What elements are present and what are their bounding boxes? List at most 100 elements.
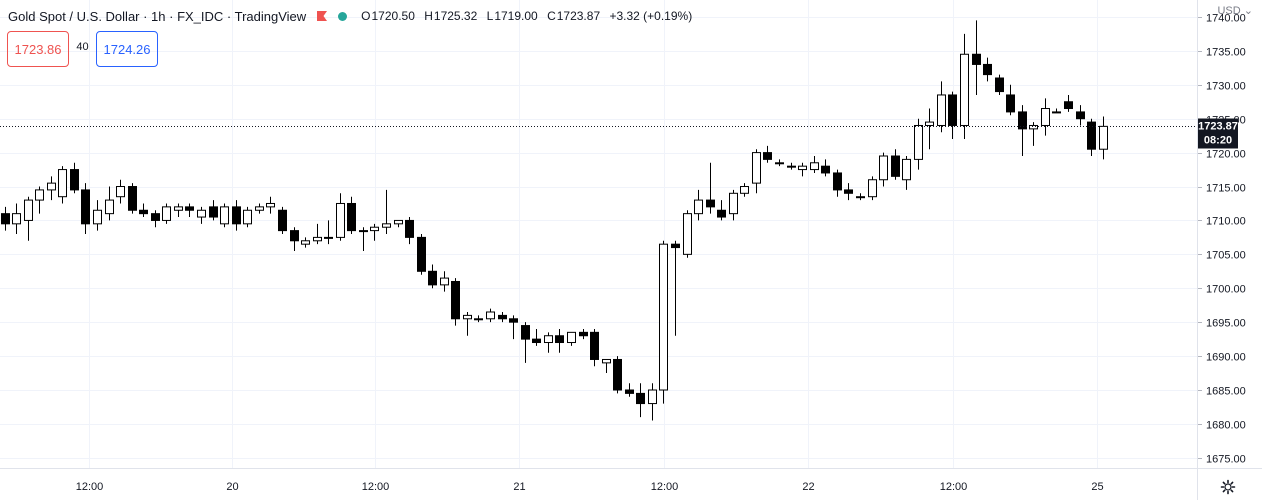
time-tick-label: 12:00	[651, 481, 679, 493]
spread-value: 40	[76, 41, 89, 53]
candle	[544, 332, 553, 353]
candle-body	[347, 202, 356, 232]
candle	[625, 383, 634, 397]
price-tick-label: 1735.00	[1206, 47, 1246, 59]
candle	[394, 219, 403, 228]
candle	[370, 223, 379, 241]
candle-body	[498, 314, 507, 320]
price-axis[interactable]: 1675.00 1680.00 1685.00 1690.00 1695.00 1700.…	[1198, 13, 1246, 466]
candle	[590, 328, 599, 367]
candle-body	[659, 243, 668, 391]
open-value: 1720.50	[371, 9, 415, 23]
candle	[579, 328, 588, 340]
candle-body	[1076, 111, 1085, 120]
candle-body	[729, 192, 738, 215]
currency-label: USD	[1217, 5, 1241, 17]
candle	[763, 145, 772, 163]
candle	[162, 203, 171, 224]
candle-body	[382, 223, 391, 228]
candle	[405, 217, 414, 245]
time-tick-label: 12:00	[940, 481, 968, 493]
low-value: 1719.00	[494, 9, 538, 23]
candle-body	[197, 209, 206, 218]
candle	[81, 183, 90, 234]
candle-body	[925, 121, 934, 126]
candle-body	[266, 202, 275, 208]
price-tick-label: 1710.00	[1206, 216, 1246, 228]
time-tick-label: 20	[226, 481, 238, 493]
legend-header: Gold Spot / U.S. Dollar · 1h · FX_IDC · …	[8, 7, 692, 25]
candle	[185, 203, 194, 218]
candle	[729, 189, 738, 221]
candle	[1, 206, 10, 231]
candle-body	[671, 243, 680, 249]
symbol-title[interactable]: Gold Spot / U.S. Dollar · 1h · FX_IDC · …	[8, 8, 307, 24]
candle	[972, 20, 981, 95]
candle	[128, 183, 137, 214]
candle	[844, 183, 853, 201]
candle	[174, 203, 183, 218]
candle-body	[151, 213, 160, 221]
candle	[382, 189, 391, 234]
candle-body	[128, 186, 137, 211]
candle-body	[451, 280, 460, 320]
candle	[47, 176, 56, 201]
time-tick-label: 21	[513, 481, 525, 493]
candle	[474, 315, 483, 323]
time-tick-label: 22	[802, 481, 814, 493]
candle-body	[209, 206, 218, 218]
candle	[93, 200, 102, 231]
candle	[821, 159, 830, 177]
candle-body	[752, 152, 761, 184]
candle-body	[405, 219, 414, 238]
price-label-background	[1198, 118, 1238, 149]
candle	[613, 356, 622, 394]
ohlc-values: O1720.50 H1725.32 L1719.00 C1723.87 +3.3…	[361, 9, 692, 23]
candle-body	[567, 331, 576, 344]
candle-body	[1064, 101, 1073, 110]
candle-body	[1, 213, 10, 225]
candle-body	[1099, 125, 1108, 150]
candle	[706, 162, 715, 214]
high-label: H	[424, 9, 433, 23]
candle-body	[243, 209, 252, 225]
candle-body	[995, 77, 1004, 93]
candle	[532, 328, 541, 346]
price-tick-label: 1715.00	[1206, 183, 1246, 195]
sell-button[interactable]: 1723.86	[7, 31, 69, 67]
candle-body	[220, 206, 229, 225]
candle-body	[891, 155, 900, 177]
candle	[1006, 84, 1015, 116]
candle	[70, 162, 79, 194]
candle	[868, 176, 877, 201]
close-value: 1723.87	[556, 9, 601, 23]
candle	[1041, 98, 1050, 136]
candle	[116, 179, 125, 204]
candle	[694, 189, 703, 221]
current-price-label: 1723.87 08:20	[1198, 118, 1238, 149]
time-axis[interactable]: 12:00 20 12:00 21 12:00 22 12:00 25	[76, 481, 1104, 493]
price-tick-label: 1730.00	[1206, 81, 1246, 93]
candle-body	[359, 230, 368, 233]
flag-icon[interactable]	[316, 10, 328, 22]
candle	[891, 149, 900, 180]
currency-selector[interactable]: USD ⌄	[1217, 4, 1253, 17]
candle-body	[12, 213, 21, 225]
buy-button[interactable]: 1724.26	[96, 31, 158, 67]
candle-body	[324, 236, 333, 239]
candle	[486, 308, 495, 323]
price-tick-label: 1695.00	[1206, 318, 1246, 330]
candle-body	[1052, 111, 1061, 114]
candle-body	[486, 311, 495, 320]
candle	[659, 240, 668, 404]
candle-body	[521, 325, 530, 340]
candle-body	[856, 196, 865, 199]
candle	[209, 200, 218, 221]
gear-icon[interactable]	[1220, 479, 1236, 495]
candle-body	[844, 189, 853, 194]
candle	[359, 227, 368, 251]
candle	[1018, 105, 1027, 156]
candle	[313, 223, 322, 245]
time-tick-label: 12:00	[76, 481, 104, 493]
